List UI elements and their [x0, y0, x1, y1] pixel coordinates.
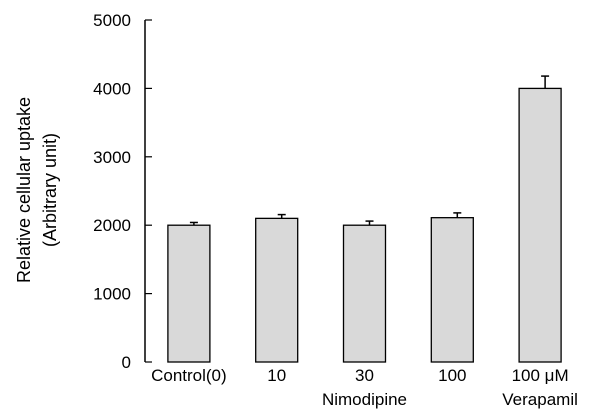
group-label: Nimodipine [322, 390, 407, 409]
y-tick-label: 5000 [93, 11, 131, 30]
bar [518, 87, 562, 363]
bar [430, 217, 474, 363]
category-label: Control(0) [151, 366, 227, 385]
category-label: 100 [438, 366, 466, 385]
y-tick-label: 1000 [93, 285, 131, 304]
bar [167, 224, 211, 363]
y-tick-label: 4000 [93, 79, 131, 98]
y-axis-title: Relative cellular uptake (Arbitrary unit… [14, 97, 60, 283]
category-label: 100 μM [512, 366, 569, 385]
bar [255, 217, 299, 363]
y-tick-label: 2000 [93, 216, 131, 235]
category-label: 30 [355, 366, 374, 385]
group-label: Verapamil [502, 390, 578, 409]
y-tick-label: 3000 [93, 148, 131, 167]
category-label: 10 [267, 366, 286, 385]
y-tick-label: 0 [122, 353, 131, 372]
y-axis-title-line-2: (Arbitrary unit) [40, 133, 60, 247]
bar [342, 224, 387, 363]
y-axis-title-line-1: Relative cellular uptake [14, 97, 34, 283]
plot-area: 0 1000 2000 3000 4000 5000 Control(0) 10 30 100 10… [93, 11, 578, 409]
